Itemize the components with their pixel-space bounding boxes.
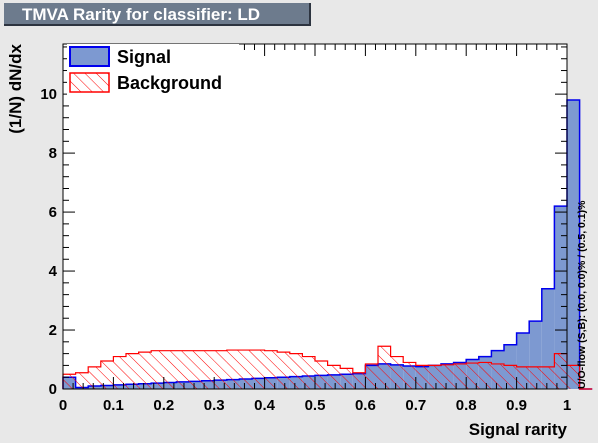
background-bar xyxy=(151,350,164,389)
signal-bar xyxy=(541,288,555,389)
background-bar xyxy=(478,362,492,389)
background-bar xyxy=(340,368,353,389)
background-bar xyxy=(252,350,265,389)
background-bar xyxy=(264,350,278,389)
y-tick-label: 0 xyxy=(49,381,57,398)
background-bar xyxy=(126,353,139,389)
background-bar xyxy=(113,356,126,389)
background-bar xyxy=(100,360,114,389)
legend: Signal Background xyxy=(67,44,239,96)
overflow-note: U/O-flow (S,B): (0.0, 0.0)% / (0.5, 0.1)… xyxy=(576,200,588,389)
background-bar xyxy=(453,363,467,389)
signal-bar xyxy=(567,100,580,390)
background-bar xyxy=(504,365,517,389)
background-bar xyxy=(378,346,391,389)
legend-background-label: Background xyxy=(117,73,222,93)
background-bar xyxy=(201,350,215,389)
chart-title: TMVA Rarity for classifier: LD xyxy=(4,3,311,26)
x-tick-label: 0.4 xyxy=(254,397,276,414)
background-bar xyxy=(554,353,567,389)
background-bar xyxy=(226,350,240,389)
y-tick-label: 10 xyxy=(40,86,57,103)
background-bar xyxy=(516,366,530,389)
legend-background-swatch xyxy=(69,72,110,93)
background-bar xyxy=(491,363,504,389)
x-tick-label: 0 xyxy=(59,397,67,414)
y-tick-label: 2 xyxy=(49,322,57,339)
x-tick-label: 0.2 xyxy=(153,397,174,414)
plot-area xyxy=(63,44,567,389)
background-bar xyxy=(327,365,341,389)
background-series xyxy=(63,346,580,389)
background-bar xyxy=(75,372,89,389)
y-axis: 0 2 4 6 8 10 xyxy=(40,46,567,398)
legend-signal-label: Signal xyxy=(117,47,171,67)
background-bar xyxy=(315,360,328,389)
background-bar xyxy=(415,365,429,389)
background-outline xyxy=(62,345,593,390)
x-tick-label: 0.3 xyxy=(204,397,225,414)
background-bar xyxy=(441,364,454,389)
legend-signal-swatch xyxy=(69,46,110,67)
background-bar xyxy=(567,365,580,389)
background-bar xyxy=(239,350,252,389)
background-bar xyxy=(529,366,542,389)
x-axis-title: Signal rarity xyxy=(469,420,568,439)
x-tick-label: 0.1 xyxy=(103,397,124,414)
y-tick-label: 6 xyxy=(49,204,57,221)
background-bar xyxy=(63,374,76,389)
x-tick-label: 0.6 xyxy=(355,397,376,414)
background-bar xyxy=(289,353,303,389)
background-bar xyxy=(302,356,315,389)
y-tick-label: 8 xyxy=(49,145,57,162)
background-bar xyxy=(352,372,366,389)
background-bar xyxy=(214,350,227,389)
background-bar xyxy=(189,350,202,389)
x-tick-label: 1 xyxy=(563,397,571,414)
background-bar xyxy=(277,352,290,389)
x-tick-label: 0.5 xyxy=(305,397,326,414)
background-bar xyxy=(466,363,479,389)
y-axis-title: (1/N) dN/dx xyxy=(6,43,25,133)
x-tick-label: 0.9 xyxy=(506,397,527,414)
background-bar xyxy=(390,356,404,389)
background-bar xyxy=(163,350,177,389)
background-bar xyxy=(403,362,416,389)
x-tick-label: 0.8 xyxy=(456,397,477,414)
background-bar xyxy=(428,365,441,389)
background-bar xyxy=(541,366,555,389)
y-tick-label: 4 xyxy=(49,263,58,280)
background-bar xyxy=(138,352,152,389)
background-bar xyxy=(176,350,189,389)
signal-bar xyxy=(554,206,567,389)
background-bar xyxy=(365,363,378,389)
x-tick-label: 0.7 xyxy=(405,397,426,414)
background-bar xyxy=(88,366,101,389)
